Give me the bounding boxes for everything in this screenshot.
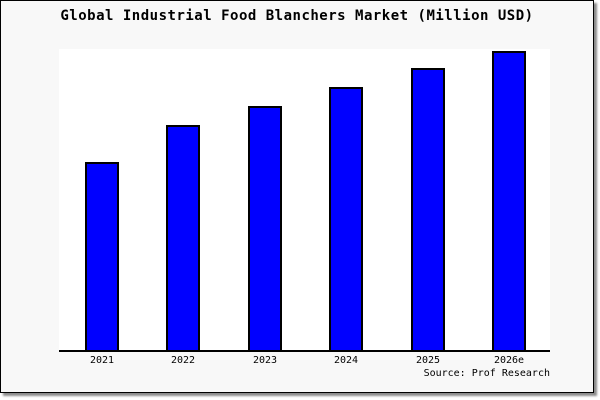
bar-2025 <box>411 68 445 350</box>
bar-2024 <box>329 87 363 350</box>
source-credit: Source: Prof Research <box>423 368 550 379</box>
x-tick-label-2025: 2025 <box>415 355 441 366</box>
x-tick-label-2022: 2022 <box>170 355 196 366</box>
chart-frame: Global Industrial Food Blanchers Market … <box>0 0 594 393</box>
bar-2022 <box>166 125 200 350</box>
x-tick-label-2026e: 2026e <box>493 355 525 366</box>
x-tick-label-2021: 2021 <box>89 355 115 366</box>
bar-2023 <box>248 106 282 350</box>
x-tick-label-2023: 2023 <box>252 355 278 366</box>
bar-2026e <box>492 51 526 350</box>
bar-2021 <box>85 162 119 350</box>
x-tick-label-2024: 2024 <box>333 355 359 366</box>
plot-area <box>59 49 550 352</box>
chart-title: Global Industrial Food Blanchers Market … <box>60 8 534 24</box>
